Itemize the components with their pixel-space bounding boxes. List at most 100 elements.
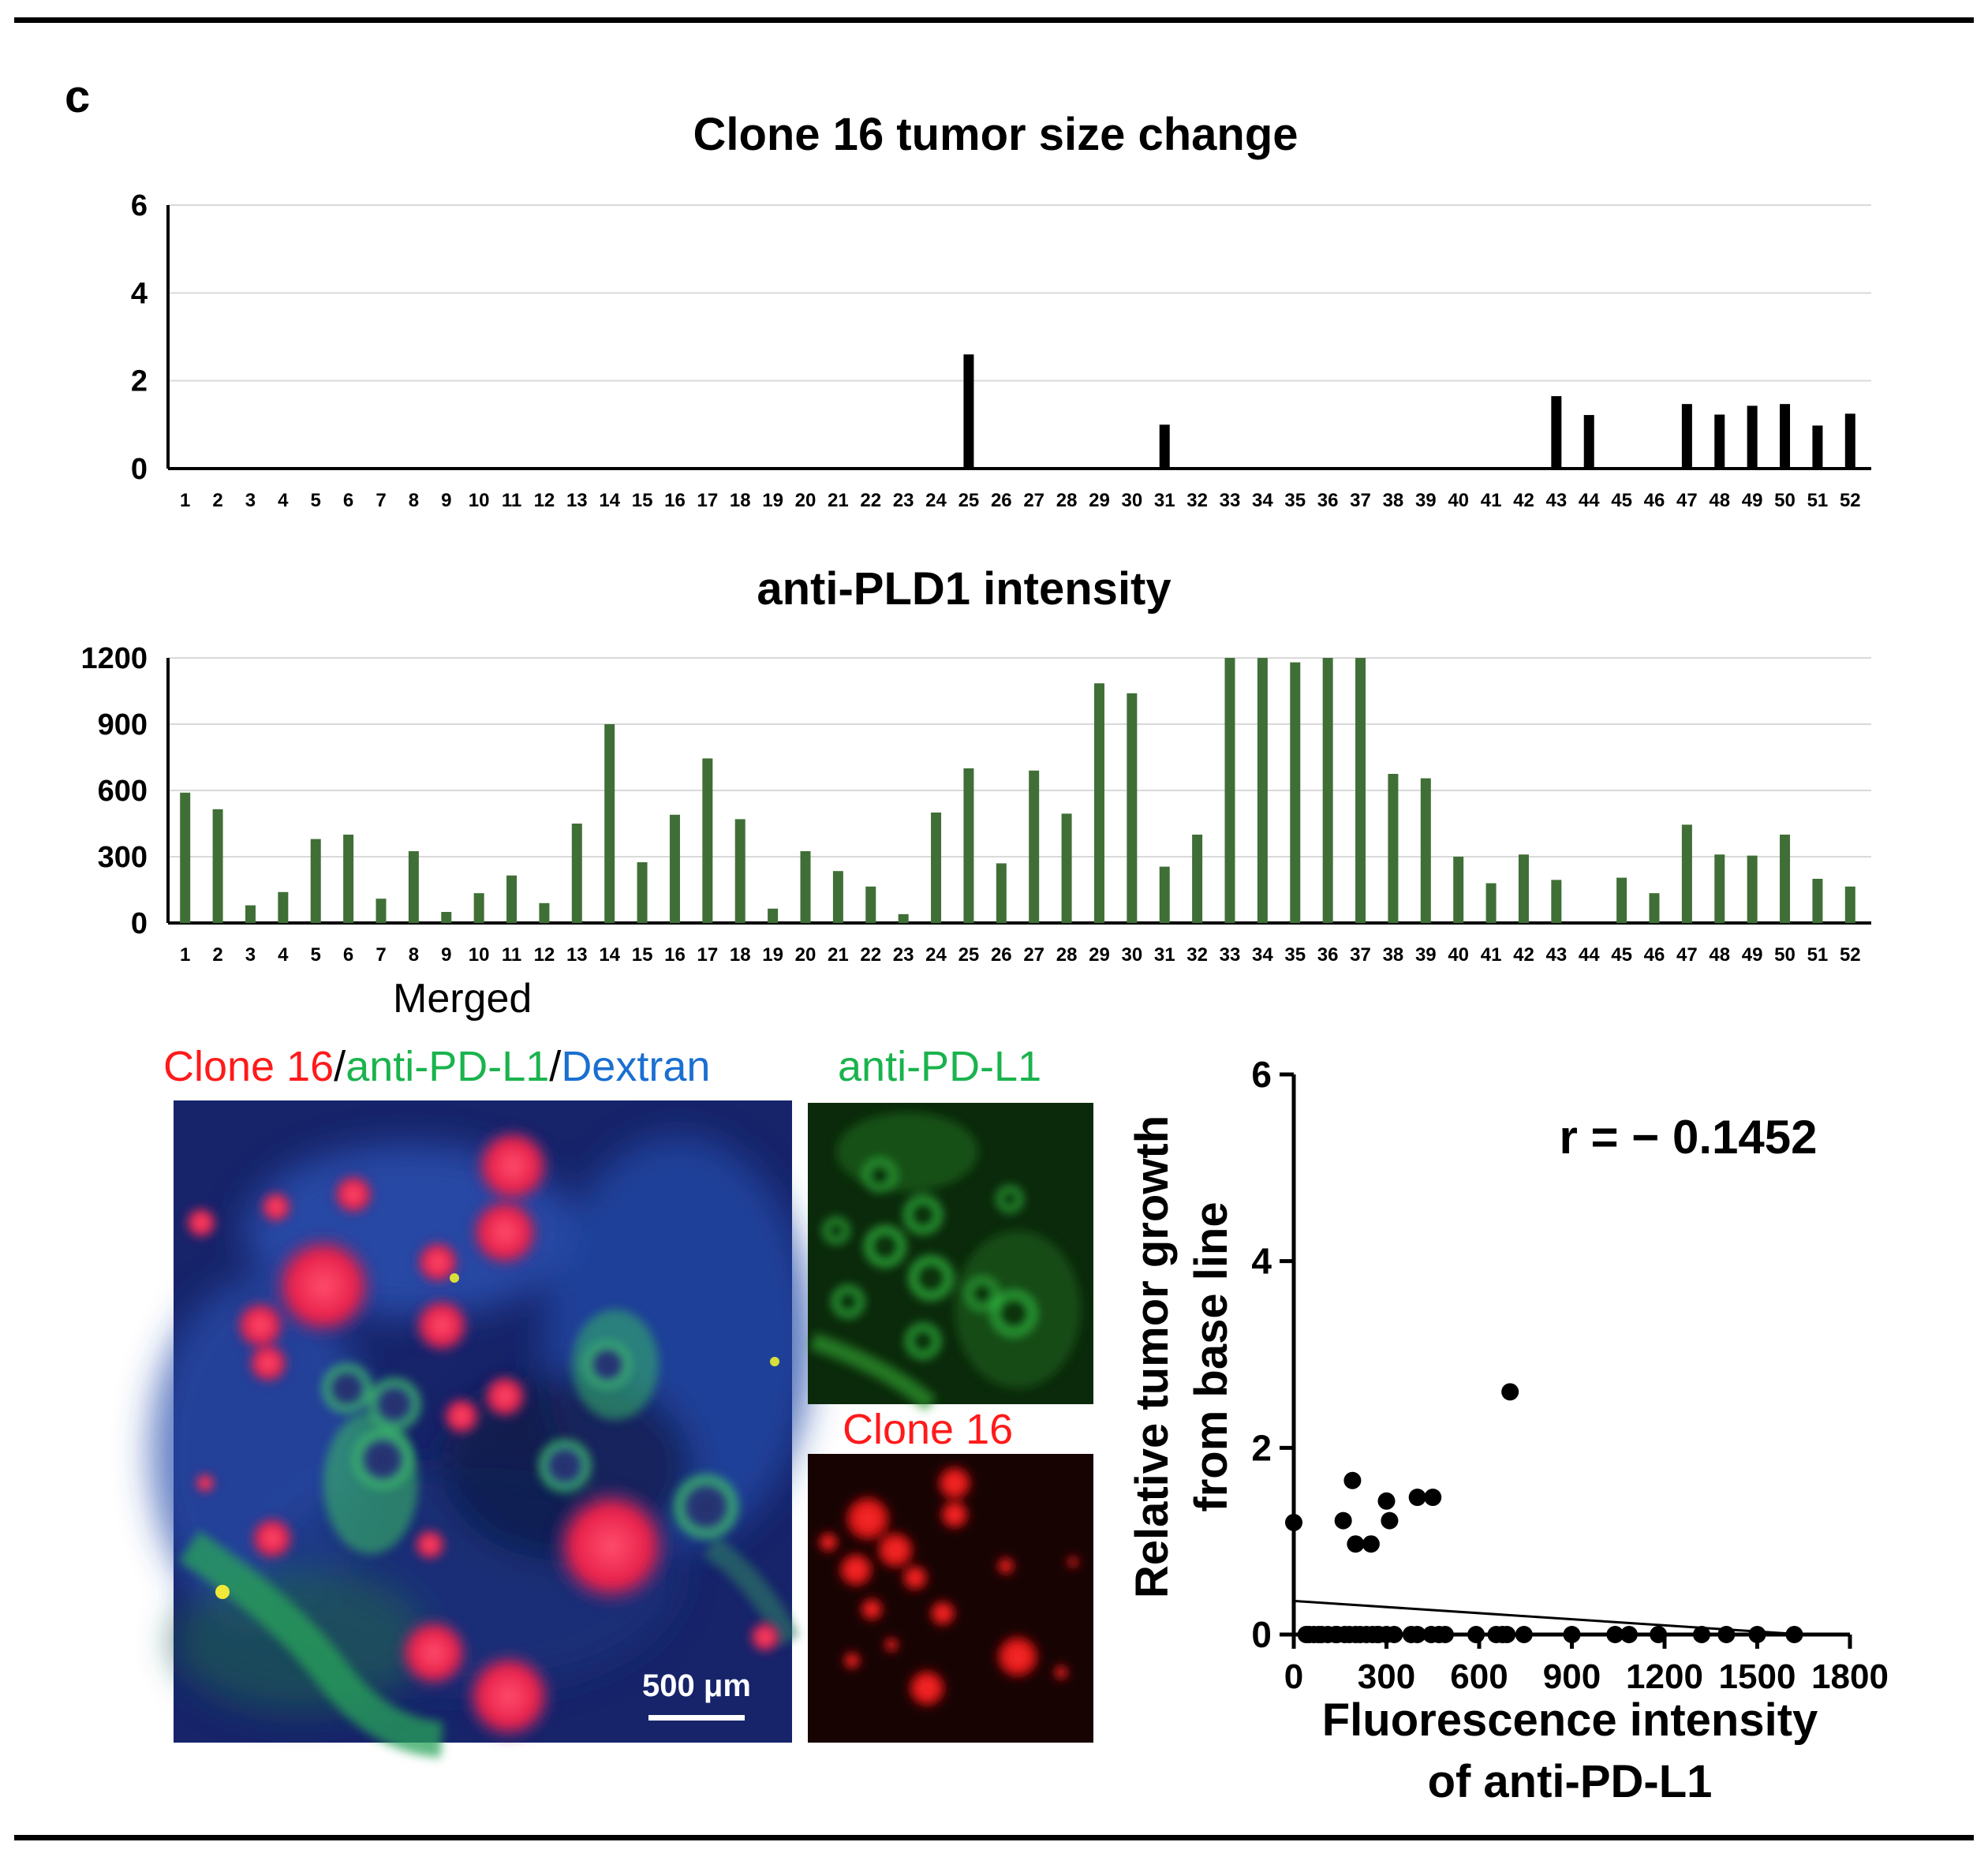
bar (800, 851, 811, 923)
bar (1159, 866, 1170, 923)
scatter-point (1347, 1535, 1365, 1553)
x-tick-label: 35 (1284, 944, 1306, 966)
scatter-point (1285, 1514, 1302, 1531)
x-tick-label: 50 (1774, 944, 1796, 966)
x-tick-label: 6 (343, 944, 353, 966)
bar (408, 851, 419, 923)
bar (212, 809, 223, 923)
x-tick-label: 39 (1415, 944, 1437, 966)
bar (963, 768, 974, 923)
x-tick-label: 32 (1186, 490, 1208, 511)
x-tick-label: 40 (1448, 944, 1469, 966)
y-tick-label: 0 (1251, 1614, 1272, 1655)
x-tick-label: 4 (278, 490, 289, 511)
merged-micrograph (150, 1100, 813, 1758)
bar (1551, 880, 1562, 923)
bar (963, 354, 974, 469)
x-tick-label: 22 (860, 490, 881, 511)
scatter-point (1436, 1626, 1454, 1643)
bar (734, 819, 746, 923)
bar (1780, 835, 1791, 923)
x-tick-label: 13 (566, 944, 588, 966)
x-tick-label: 1 (180, 944, 190, 966)
channel-label-part: Clone 16 (163, 1043, 334, 1090)
x-tick-label: 21 (828, 490, 849, 511)
pdl1-micrograph (808, 1103, 1093, 1411)
x-tick-label: 36 (1317, 944, 1339, 966)
top-rule (14, 17, 1974, 23)
x-axis-label-line1: Fluorescence intensity (1322, 1694, 1818, 1746)
x-tick-label: 51 (1807, 944, 1829, 966)
x-tick-label: 2 (212, 490, 222, 511)
y-tick-label: 300 (98, 841, 148, 874)
chart-title: Clone 16 tumor size change (693, 109, 1298, 160)
x-tick-label: 23 (893, 490, 914, 511)
bar (1420, 778, 1431, 923)
x-tick-label: 24 (925, 490, 947, 511)
x-tick-label: 38 (1383, 490, 1404, 511)
scatter-point (1343, 1471, 1362, 1489)
bar (996, 863, 1007, 923)
bar (278, 891, 289, 923)
bar (702, 758, 713, 923)
x-tick-label: 48 (1709, 944, 1730, 966)
scatter-point (1620, 1626, 1638, 1643)
x-tick-label: 6 (343, 490, 353, 511)
bar (1257, 658, 1268, 923)
bar (571, 824, 582, 923)
x-tick-label: 31 (1154, 490, 1175, 511)
x-tick-label: 1500 (1719, 1657, 1796, 1696)
bar (768, 908, 779, 923)
x-tick-label: 48 (1709, 490, 1730, 511)
x-tick-label: 8 (409, 490, 419, 511)
x-tick-label: 28 (1056, 490, 1078, 511)
x-tick-label: 15 (632, 490, 653, 511)
x-tick-label: 41 (1481, 490, 1502, 511)
x-tick-label: 8 (409, 944, 419, 966)
bar (931, 813, 942, 923)
y-tick-label: 6 (1251, 1054, 1272, 1095)
x-tick-label: 18 (730, 490, 751, 511)
bar (343, 835, 354, 923)
bar (637, 862, 648, 923)
x-tick-label: 31 (1154, 944, 1175, 966)
bar (539, 902, 550, 923)
y-tick-label: 1200 (80, 642, 148, 675)
scatter-point (1408, 1626, 1426, 1643)
x-tick-label: 5 (311, 490, 321, 511)
chart-title: anti-PLD1 intensity (757, 563, 1171, 615)
clone16-image-label: Clone 16 (843, 1406, 1013, 1453)
x-tick-label: 36 (1317, 490, 1339, 511)
y-tick-label: 0 (131, 453, 148, 486)
x-tick-label: 3 (245, 490, 256, 511)
channel-label-part: / (549, 1043, 561, 1090)
bar (1812, 879, 1823, 923)
y-tick-label: 900 (98, 708, 148, 742)
bar (1681, 404, 1692, 469)
bar (1485, 883, 1497, 923)
bar (1714, 854, 1725, 923)
channel-label-part: Dextran (561, 1043, 710, 1090)
x-tick-label: 45 (1611, 944, 1632, 966)
x-tick-label: 34 (1252, 944, 1273, 966)
bar (1388, 774, 1399, 923)
bar (1518, 854, 1529, 923)
bar (506, 875, 518, 923)
bar (441, 912, 452, 923)
x-tick-label: 12 (534, 944, 555, 966)
y-tick-label: 6 (131, 189, 148, 222)
scatter-point (1693, 1626, 1710, 1643)
bar (310, 839, 321, 923)
x-tick-label: 9 (441, 944, 451, 966)
scatter-point (1515, 1626, 1533, 1643)
x-tick-label: 42 (1513, 944, 1534, 966)
scatter-point (1606, 1626, 1624, 1643)
x-axis-label-line2: of anti-PD-L1 (1428, 1756, 1713, 1807)
x-tick-label: 39 (1415, 490, 1437, 511)
scatter-point (1385, 1626, 1403, 1643)
bar (1844, 413, 1855, 469)
channel-label-part: anti-PD-L1 (346, 1043, 549, 1090)
x-tick-label: 14 (599, 490, 620, 511)
x-tick-label: 37 (1350, 490, 1371, 511)
bar (898, 914, 909, 923)
